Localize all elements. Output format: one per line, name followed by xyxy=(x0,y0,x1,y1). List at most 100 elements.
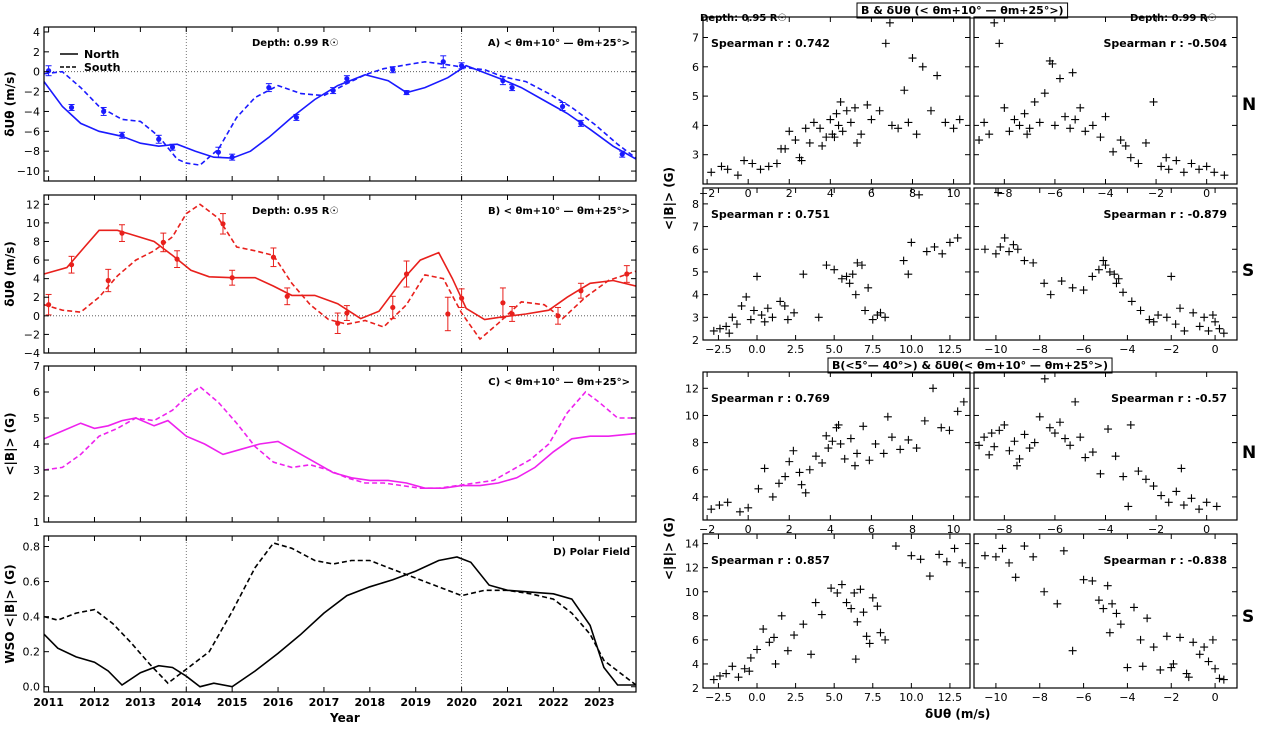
scatter-point xyxy=(1104,425,1113,434)
data-point xyxy=(509,311,515,317)
data-point xyxy=(284,293,290,299)
scatter-point xyxy=(722,322,731,331)
scatter-point xyxy=(933,71,942,80)
x-tick-label: 0 xyxy=(1203,187,1210,200)
spearman-label: Spearman r : 0.742 xyxy=(711,37,830,50)
scatter-point xyxy=(837,580,846,589)
scatter-point xyxy=(907,238,916,247)
scatter-point xyxy=(1010,437,1019,446)
scatter-point xyxy=(851,290,860,299)
scatter-point xyxy=(1134,467,1143,476)
scatter-point xyxy=(1167,663,1176,672)
scatter-point xyxy=(818,141,827,150)
spearman-label: Spearman r : -0.57 xyxy=(1111,392,1227,405)
y-axis-label: WSO <|B|> (G) xyxy=(3,564,17,663)
scatter-point xyxy=(737,301,746,310)
x-tick-label: 5.0 xyxy=(825,691,843,704)
scatter-point xyxy=(1020,109,1029,118)
scatter-point xyxy=(1110,270,1119,279)
scatter-point xyxy=(1061,434,1070,443)
y-tick-label: 8 xyxy=(692,437,699,450)
scatter-point xyxy=(783,315,792,324)
panel-label: C) < θm+10° — θm+25°> xyxy=(488,377,630,388)
scatter-point xyxy=(780,301,789,310)
data-point xyxy=(174,256,180,262)
y-tick-label: −6 xyxy=(24,125,40,138)
scatter-point xyxy=(1088,448,1097,457)
y-tick-label: −10 xyxy=(17,165,40,178)
series-south-line xyxy=(43,542,637,686)
data-point xyxy=(624,271,630,277)
scatter-point xyxy=(740,156,749,165)
scatter-point xyxy=(790,631,799,640)
scatter-point xyxy=(826,115,835,124)
panel-label: B) < θm+10° — θm+25°> xyxy=(488,206,630,217)
scatter-point xyxy=(732,320,741,329)
scatter-point xyxy=(1195,650,1204,659)
scatter-point xyxy=(853,138,862,147)
spearman-label: Spearman r : 0.751 xyxy=(711,208,830,221)
scatter-point xyxy=(1195,322,1204,331)
scatter-point xyxy=(764,162,773,171)
x-tick-label: 4 xyxy=(827,523,834,536)
x-tick-label: 0 xyxy=(1203,523,1210,536)
scatter-point xyxy=(850,103,859,112)
scatter-point xyxy=(838,127,847,136)
x-tick-label: −8 xyxy=(996,523,1012,536)
scatter-point xyxy=(777,611,786,620)
legend-label: South xyxy=(84,61,120,74)
x-tick-label: −2.5 xyxy=(705,343,732,356)
x-tick-label: −2 xyxy=(1148,187,1164,200)
scatter-point xyxy=(1010,115,1019,124)
scatter-point xyxy=(958,558,967,567)
y-axis-label: δUθ (m/s) xyxy=(3,71,17,136)
scatter-point xyxy=(1094,265,1103,274)
scatter-point xyxy=(1068,646,1077,655)
time-series-panels: −10 −8 −6 −4 −2 0 2 4 δUθ (m/s) A) < θm+10° — θm+… xyxy=(3,26,637,709)
scatter-point xyxy=(1129,603,1138,612)
scatter-point xyxy=(1076,433,1085,442)
data-point xyxy=(390,67,396,73)
y-tick-label: 6 xyxy=(692,243,699,256)
scatter-point xyxy=(1013,245,1022,254)
y-tick-label: 8 xyxy=(692,610,699,623)
scatter-point xyxy=(795,468,804,477)
scatter-point xyxy=(748,159,757,168)
panel-label: D) Polar Field xyxy=(553,547,630,558)
scatter-point xyxy=(791,136,800,145)
x-tick-label: −6 xyxy=(1047,523,1063,536)
data-point xyxy=(68,262,75,268)
scatter-point xyxy=(1000,420,1009,429)
scatter-point xyxy=(1071,397,1080,406)
x-tick-label: −6 xyxy=(1075,343,1091,356)
data-point xyxy=(509,85,515,91)
scatter-point xyxy=(938,249,947,258)
x-tick-label: 2015 xyxy=(217,696,248,709)
scatter-point xyxy=(1025,444,1034,453)
scatter-point xyxy=(776,297,785,306)
y-tick-label: 12 xyxy=(26,198,40,211)
scatter-point xyxy=(1040,374,1049,383)
scatter-ylabel-bottom: <|B|> (G) xyxy=(662,517,676,580)
y-tick-label: 5 xyxy=(33,412,40,425)
scatter-point xyxy=(1112,609,1121,618)
scatter-point xyxy=(832,109,841,118)
scatter-point xyxy=(1114,274,1123,283)
scatter-panel-1: −2 0 2 4 6 8 10 3 4 5 6 7 Spearman r : 0.742 xyxy=(692,16,971,200)
scatter-point xyxy=(769,633,778,642)
scatter-point xyxy=(1167,272,1176,281)
x-tick-label: 2011 xyxy=(33,696,64,709)
scatter-point xyxy=(1015,454,1024,463)
y-tick-label: 0.2 xyxy=(23,646,41,659)
data-point xyxy=(169,144,176,150)
row-label-2: S xyxy=(1242,261,1254,281)
scatter-point xyxy=(1134,159,1143,168)
scatter-point xyxy=(879,449,888,458)
series-south-line xyxy=(43,60,637,166)
scatter-point xyxy=(1162,313,1171,322)
scatter-point xyxy=(930,242,939,251)
scatter-point xyxy=(1112,279,1121,288)
y-tick-label: 4 xyxy=(692,491,699,504)
y-tick-label: 4 xyxy=(692,119,699,132)
scatter-point xyxy=(746,653,755,662)
